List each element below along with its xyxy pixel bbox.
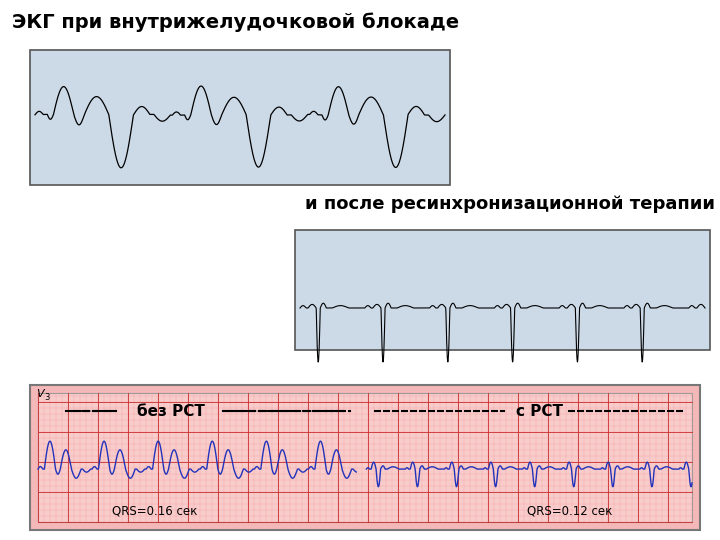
Text: V: V [36, 389, 44, 399]
Bar [295, 230, 710, 350]
Bar [38, 393, 692, 522]
Bar [30, 385, 700, 530]
Text: QRS=0.12 сек: QRS=0.12 сек [528, 505, 613, 518]
Text: ЭКГ при внутрижелудочковой блокаде: ЭКГ при внутрижелудочковой блокаде [12, 12, 459, 31]
Text: и после ресинхронизационной терапии: и после ресинхронизационной терапии [305, 195, 715, 213]
Bar [30, 50, 450, 185]
Text: с РСТ: с РСТ [516, 403, 563, 418]
Text: QRS=0.16 сек: QRS=0.16 сек [112, 505, 197, 518]
Text: без РСТ: без РСТ [137, 403, 204, 418]
Text: 3: 3 [44, 393, 50, 402]
